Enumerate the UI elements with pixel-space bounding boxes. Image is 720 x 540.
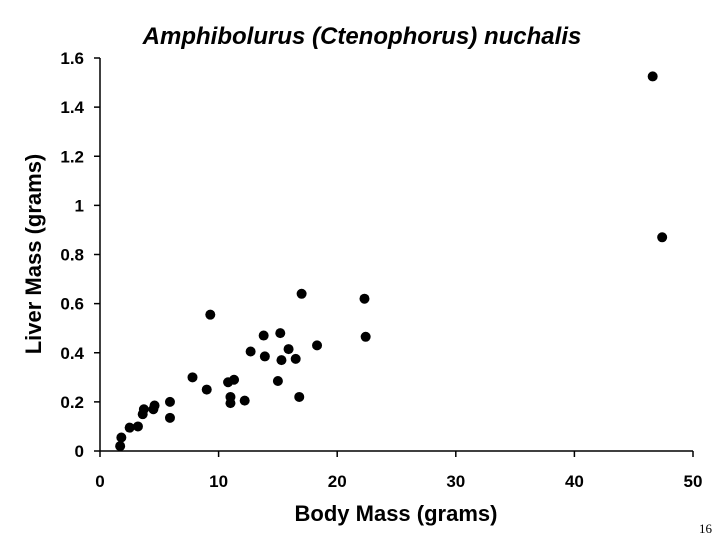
y-axis-label: Liver Mass (grams) <box>21 154 46 355</box>
data-point <box>258 330 269 341</box>
data-point <box>259 351 270 362</box>
y-tick-label: 0.8 <box>60 246 84 265</box>
y-tick-label: 0.2 <box>60 393 84 412</box>
x-tick-label: 20 <box>328 472 347 491</box>
data-point <box>657 232 668 243</box>
page-number: 16 <box>699 521 713 536</box>
y-tick-label: 1.6 <box>60 49 84 68</box>
data-point <box>312 340 323 351</box>
data-point <box>116 432 127 443</box>
data-point <box>276 355 287 366</box>
y-tick-label: 0 <box>75 442 84 461</box>
data-point <box>124 422 135 433</box>
data-point <box>275 328 286 339</box>
x-tick-label: 50 <box>684 472 703 491</box>
data-point <box>164 412 175 423</box>
data-point <box>272 375 283 386</box>
y-ticks: 0 0.2 0.4 0.6 0.8 1 1.2 1.4 1.6 <box>60 49 100 461</box>
data-point <box>115 441 126 452</box>
data-point <box>164 396 175 407</box>
data-point <box>290 353 301 364</box>
data-point <box>205 309 216 320</box>
data-points <box>115 71 668 452</box>
x-axis-label: Body Mass (grams) <box>295 501 498 526</box>
data-point <box>187 372 198 383</box>
x-tick-label: 0 <box>95 472 104 491</box>
data-point <box>283 344 294 355</box>
data-point <box>132 421 143 432</box>
data-point <box>225 398 236 409</box>
x-tick-label: 40 <box>565 472 584 491</box>
y-tick-label: 0.4 <box>60 344 84 363</box>
x-ticks: 0 10 20 30 40 50 <box>95 451 702 491</box>
x-tick-label: 10 <box>209 472 228 491</box>
data-point <box>229 374 240 385</box>
plot-area: 0 10 20 30 40 50 0 0.2 0.4 0.6 0.8 1 1.2 1.4 1.6 <box>60 49 702 491</box>
chart-title: Amphibolurus (Ctenophorus) nuchalis <box>142 23 582 50</box>
data-point <box>149 400 160 411</box>
x-tick-label: 30 <box>446 472 465 491</box>
data-point <box>239 395 250 406</box>
data-point <box>245 346 256 357</box>
data-point <box>359 293 370 304</box>
data-point <box>138 404 149 415</box>
data-point <box>296 288 307 299</box>
data-point <box>294 391 305 402</box>
y-tick-label: 0.6 <box>60 295 84 314</box>
y-tick-label: 1 <box>75 196 84 215</box>
data-point <box>647 71 658 82</box>
y-tick-label: 1.2 <box>60 147 84 166</box>
data-point <box>201 384 212 395</box>
y-tick-label: 1.4 <box>60 98 84 117</box>
data-point <box>360 331 371 342</box>
